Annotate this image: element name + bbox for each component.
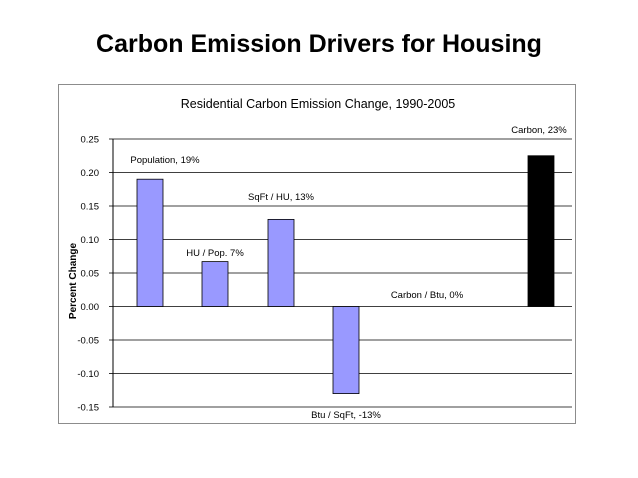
y-axis-label: Percent Change bbox=[68, 242, 79, 319]
y-tick-label: -0.05 bbox=[77, 336, 99, 347]
y-tick-label: 0.20 bbox=[81, 168, 100, 179]
y-tick-label: 0.15 bbox=[81, 202, 100, 213]
y-tick-label: 0.10 bbox=[81, 235, 100, 246]
y-tick-label: -0.10 bbox=[77, 369, 99, 380]
y-tick-label: -0.15 bbox=[77, 403, 99, 414]
y-tick-label: 0.05 bbox=[81, 269, 100, 280]
data-label: Population, 19% bbox=[130, 155, 200, 166]
data-label: HU / Pop. 7% bbox=[186, 248, 244, 259]
bar bbox=[136, 178, 164, 307]
slide-title: Carbon Emission Drivers for Housing bbox=[96, 30, 542, 58]
chart-title: Residential Carbon Emission Change, 1990… bbox=[181, 97, 456, 111]
data-label: SqFt / HU, 13% bbox=[248, 192, 315, 203]
bar bbox=[201, 261, 229, 307]
data-label: Btu / SqFt, -13% bbox=[311, 410, 381, 421]
y-tick-label: 0.25 bbox=[81, 135, 100, 146]
data-label: Carbon, 23% bbox=[511, 125, 567, 136]
data-label: Carbon / Btu, 0% bbox=[391, 290, 464, 301]
bar bbox=[332, 306, 360, 394]
y-tick-label: 0.00 bbox=[81, 302, 100, 313]
bar bbox=[527, 155, 555, 307]
bar bbox=[267, 218, 295, 307]
